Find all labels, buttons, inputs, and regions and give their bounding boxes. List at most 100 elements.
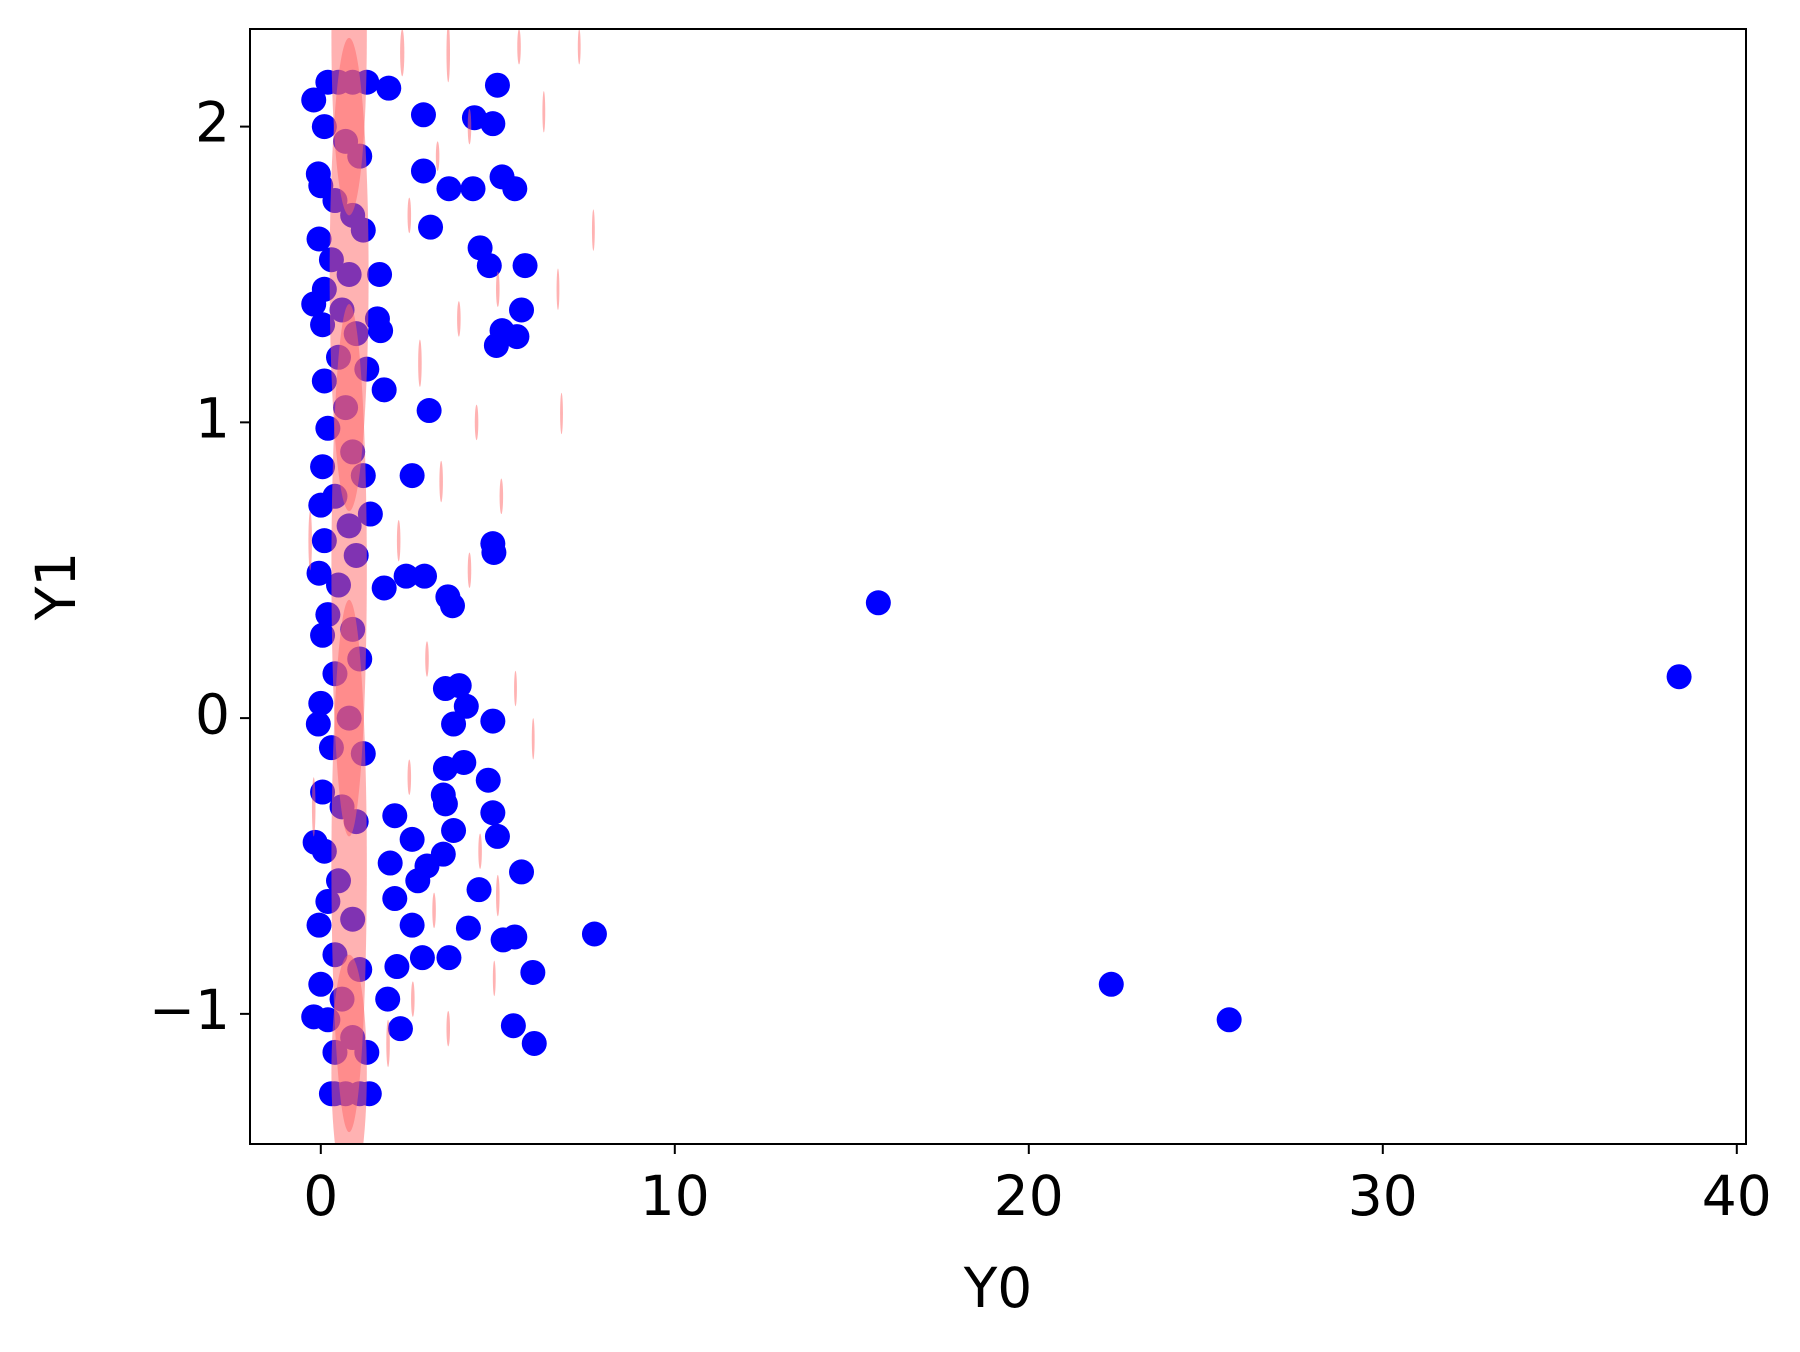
error-ellipse (407, 197, 412, 234)
point (399, 912, 425, 938)
point (484, 72, 510, 98)
point (301, 87, 327, 113)
point (311, 838, 337, 864)
point (483, 332, 509, 358)
point (308, 690, 334, 716)
point (410, 158, 436, 184)
point (409, 945, 435, 971)
point (441, 817, 467, 843)
x-tick-label: 10 (640, 1164, 710, 1228)
point (405, 868, 431, 894)
point (481, 539, 507, 565)
axes-frame (249, 28, 1747, 1145)
point (581, 921, 607, 947)
error-ellipse (386, 1019, 390, 1068)
point (504, 324, 530, 350)
error-ellipse (496, 271, 500, 308)
y-tick-label: 2 (195, 91, 230, 155)
point (1666, 664, 1692, 690)
point (476, 253, 502, 279)
point (416, 398, 442, 424)
error-ellipse (425, 641, 429, 677)
point (509, 859, 535, 885)
x-axis-label: Y0 (963, 1256, 1033, 1320)
point (308, 971, 334, 997)
point (376, 75, 402, 101)
point (384, 954, 410, 980)
error-ellipse (496, 874, 500, 917)
point (484, 823, 510, 849)
error-ellipse (474, 404, 479, 441)
error-ellipse (556, 268, 560, 310)
error-ellipse (531, 718, 535, 760)
y-tick-label: 1 (195, 386, 230, 450)
point (432, 755, 458, 781)
point (382, 886, 408, 912)
point (466, 877, 492, 903)
point (475, 767, 501, 793)
point (311, 114, 337, 140)
point (387, 1016, 413, 1042)
point (410, 102, 436, 128)
point (311, 528, 337, 554)
x-tick-label: 20 (994, 1164, 1064, 1228)
error-ellipse (499, 478, 504, 515)
point (439, 593, 465, 619)
point (371, 377, 397, 403)
error-ellipse (435, 141, 440, 171)
point (521, 1030, 547, 1056)
point (382, 803, 408, 829)
point (436, 945, 462, 971)
point (865, 590, 891, 616)
point (1216, 1007, 1242, 1033)
x-tick-label: 30 (1348, 1164, 1418, 1228)
point (310, 779, 336, 805)
point (399, 463, 425, 489)
error-ellipse (560, 392, 563, 435)
point (310, 622, 336, 648)
point (371, 575, 397, 601)
point (310, 312, 336, 338)
point (367, 261, 393, 287)
point (436, 176, 462, 202)
error-ellipse (446, 1010, 451, 1047)
point (453, 693, 479, 719)
point (305, 711, 331, 737)
point (502, 176, 528, 202)
point (480, 111, 506, 137)
error-ellipse (418, 339, 422, 387)
error-ellipse (478, 833, 482, 869)
point (399, 826, 425, 852)
point (364, 306, 390, 332)
point (509, 297, 535, 323)
x-tick-label: 40 (1702, 1164, 1772, 1228)
x-tick-label: 0 (303, 1164, 338, 1228)
point (377, 850, 403, 876)
point (306, 560, 332, 586)
error-ellipse (407, 759, 412, 796)
error-ellipse (467, 108, 472, 145)
error-ellipse (311, 777, 316, 837)
error-ellipse (331, 954, 367, 1144)
plot-area (301, 29, 1692, 1144)
error-ellipse (467, 552, 472, 588)
error-ellipse (591, 209, 595, 251)
error-ellipse (446, 29, 451, 83)
point (480, 708, 506, 734)
error-ellipse (457, 301, 461, 337)
point (306, 226, 332, 252)
point (446, 673, 472, 699)
point (441, 711, 467, 737)
y-tick-label: 0 (195, 682, 230, 746)
error-ellipse (517, 29, 521, 65)
point (500, 1013, 526, 1039)
y-tick-label: −1 (149, 978, 230, 1042)
point (460, 176, 486, 202)
point (308, 492, 334, 518)
error-ellipse (542, 91, 546, 133)
error-ellipse (432, 892, 436, 929)
error-ellipse (411, 981, 415, 1017)
point (502, 924, 528, 950)
